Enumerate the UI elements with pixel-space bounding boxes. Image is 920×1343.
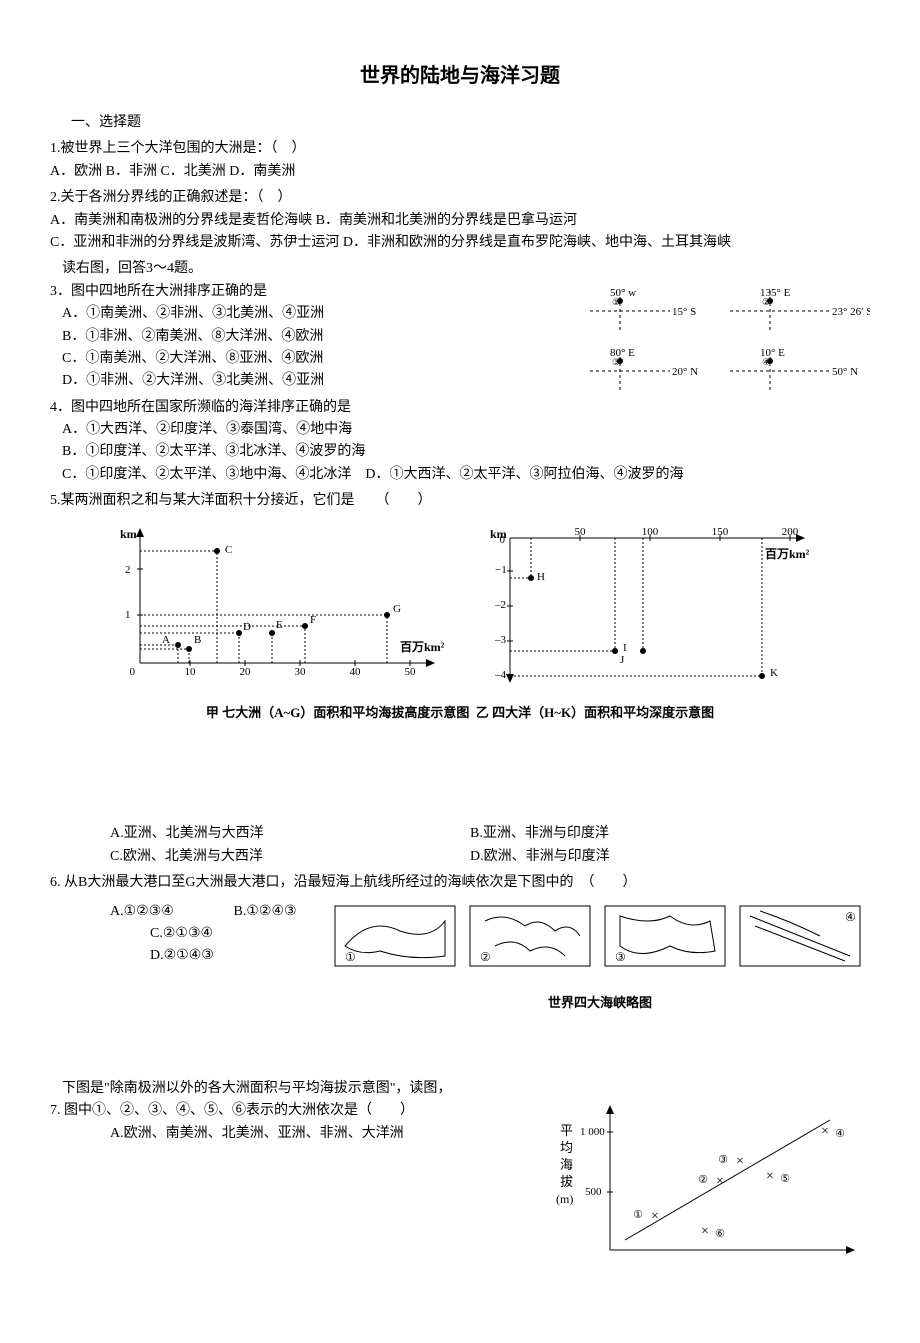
question-5: 5.某两洲面积之和与某大洋面积十分接近，它们是 （ ） [50, 490, 870, 512]
q5-options: A.亚洲、北美洲与大西洋 B.亚洲、非洲与印度洋 C.欧洲、北美洲与大西洋 D.… [50, 823, 870, 868]
svg-text:50: 50 [405, 666, 417, 678]
svg-text:④: ④ [845, 910, 856, 924]
strait-figure: ① ② ③ ④ 世界四大海峡略图 [330, 901, 870, 1014]
svg-text:50° N: 50° N [832, 366, 858, 378]
q34-intro: 读右图，回答3～4题。 [62, 258, 870, 280]
svg-text:B: B [194, 634, 201, 646]
svg-text:K: K [770, 667, 778, 679]
q6-c: C.②①③④ [150, 923, 330, 945]
q2-text: 2.关于各洲分界线的正确叙述是：（ ） [50, 187, 870, 209]
question-6: 6. 从B大洲最大港口至G大洲最大港口，沿最短海上航线所经过的海峡依次是下图中的… [50, 872, 870, 1014]
strait-caption: 世界四大海峡略图 [330, 993, 870, 1014]
q2-line1: A．南美洲和南极洲的分界线是麦哲伦海峡 B．南美洲和北美洲的分界线是巴拿马运河 [50, 210, 870, 232]
svg-text:④: ④ [835, 1128, 845, 1140]
svg-text:③: ③ [612, 357, 620, 367]
question-1: 1.被世界上三个大洋包围的大洲是：（ ） A．欧洲 B．非洲 C．北美洲 D．南… [50, 138, 870, 183]
svg-text:③: ③ [615, 950, 626, 964]
svg-text:②: ② [480, 950, 491, 964]
svg-text:2: 2 [125, 564, 131, 576]
svg-text:E: E [276, 619, 283, 631]
svg-text:海: 海 [560, 1157, 573, 1172]
svg-text:①: ① [612, 297, 620, 307]
svg-text:×: × [716, 1174, 724, 1189]
svg-text:④: ④ [762, 357, 770, 367]
q4-c: C．①印度洋、②太平洋、③地中海、④北冰洋 [62, 464, 351, 486]
svg-text:百万km²: 百万km² [765, 547, 810, 561]
q4-a: A．①大西洋、②印度洋、③泰国湾、④地中海 [62, 419, 870, 441]
svg-text:G: G [393, 603, 401, 615]
svg-text:500: 500 [585, 1186, 602, 1198]
q4-b: B．①印度洋、②太平洋、③北冰洋、④波罗的海 [62, 441, 870, 463]
q6-d: D.②①④③ [150, 945, 330, 967]
svg-text:0: 0 [500, 534, 506, 546]
section-header: 一、选择题 [50, 112, 870, 134]
svg-text:20: 20 [240, 666, 252, 678]
continents-chart: km 0 1 2 10 20 30 40 50 百万km² A B C [100, 523, 450, 693]
svg-text:I: I [623, 642, 627, 654]
svg-text:×: × [736, 1154, 744, 1169]
q5-b: B.亚洲、非洲与印度洋 [470, 823, 609, 845]
question-7: 平 均 海 拔 (m) 1 000 500 × ① × ② × ③ × ④ × ⑤ × [50, 1100, 870, 1278]
svg-text:0: 0 [130, 666, 136, 678]
svg-text:km: km [120, 527, 137, 541]
svg-text:⑤: ⑤ [780, 1173, 790, 1185]
q5-text: 5.某两洲面积之和与某大洋面积十分接近，它们是 （ ） [50, 490, 870, 512]
svg-text:②: ② [762, 297, 770, 307]
svg-text:1: 1 [125, 609, 131, 621]
page-title: 世界的陆地与海洋习题 [50, 60, 870, 92]
svg-text:拔: 拔 [560, 1174, 573, 1189]
q5-a: A.亚洲、北美洲与大西洋 [110, 823, 470, 845]
q5-c: C.欧洲、北美洲与大西洋 [110, 846, 470, 868]
svg-text:20° N: 20° N [672, 366, 698, 378]
q7-intro: 下图是"除南极洲以外的各大洲面积与平均海拔示意图"，读图， [62, 1078, 870, 1100]
svg-text:①: ① [345, 950, 356, 964]
oceans-chart: km 0 −1 –2 –3 –4 50 100 150 200 百万km² H … [470, 523, 820, 693]
q6-b: B.①②④③ [234, 904, 297, 919]
svg-text:C: C [225, 544, 232, 556]
q1-options: A．欧洲 B．非洲 C．北美洲 D．南美洲 [50, 161, 870, 183]
svg-text:×: × [701, 1224, 709, 1239]
svg-text:30: 30 [295, 666, 307, 678]
q2-line2: C．亚洲和非洲的分界线是波斯湾、苏伊士运河 D．非洲和欧洲的分界线是直布罗陀海峡… [50, 232, 870, 254]
svg-text:×: × [821, 1124, 829, 1139]
charts-row: km 0 1 2 10 20 30 40 50 百万km² A B C [50, 523, 870, 693]
q4-d: D．①大西洋、②太平洋、③阿拉伯海、④波罗的海 [365, 467, 683, 482]
svg-text:百万km²: 百万km² [400, 640, 445, 654]
svg-text:(m): (m) [556, 1192, 573, 1206]
svg-text:①: ① [633, 1209, 643, 1221]
svg-text:D: D [243, 621, 251, 633]
svg-text:②: ② [698, 1174, 708, 1186]
q6-text: 6. 从B大洲最大港口至G大洲最大港口，沿最短海上航线所经过的海峡依次是下图中的… [50, 872, 870, 894]
svg-text:1 000: 1 000 [580, 1126, 605, 1138]
svg-text:×: × [651, 1209, 659, 1224]
svg-text:40: 40 [350, 666, 362, 678]
svg-text:均: 均 [560, 1140, 573, 1155]
svg-text:F: F [310, 614, 316, 626]
svg-text:×: × [766, 1169, 774, 1184]
q6-a: A.①②③④ [110, 901, 230, 923]
svg-text:23° 26′ S: 23° 26′ S [832, 306, 870, 318]
q5-d: D.欧洲、非洲与印度洋 [470, 846, 610, 868]
elevation-chart: 平 均 海 拔 (m) 1 000 500 × ① × ② × ③ × ④ × ⑤ × [550, 1100, 870, 1268]
svg-text:–4: –4 [494, 669, 507, 681]
question-2: 2.关于各洲分界线的正确叙述是：（ ） A．南美洲和南极洲的分界线是麦哲伦海峡 … [50, 187, 870, 254]
svg-text:H: H [537, 571, 545, 583]
chart-caption: 甲 七大洲（A~G）面积和平均海拔高度示意图 乙 四大洋（H~K）面积和平均深度… [50, 703, 870, 724]
coord-figure: 50° w ① 15° S 135° E ② 23° 26′ S 80° E ③… [570, 281, 870, 419]
svg-text:J: J [620, 654, 625, 666]
svg-text:平: 平 [560, 1123, 573, 1138]
svg-text:15° S: 15° S [672, 306, 696, 318]
svg-text:–3: –3 [494, 634, 507, 646]
svg-text:③: ③ [718, 1154, 728, 1166]
svg-text:⑥: ⑥ [715, 1228, 725, 1240]
q1-text: 1.被世界上三个大洋包围的大洲是：（ ） [50, 138, 870, 160]
svg-text:−1: −1 [495, 564, 507, 576]
svg-text:–2: –2 [494, 599, 506, 611]
svg-text:10: 10 [185, 666, 197, 678]
svg-text:A: A [162, 634, 170, 646]
